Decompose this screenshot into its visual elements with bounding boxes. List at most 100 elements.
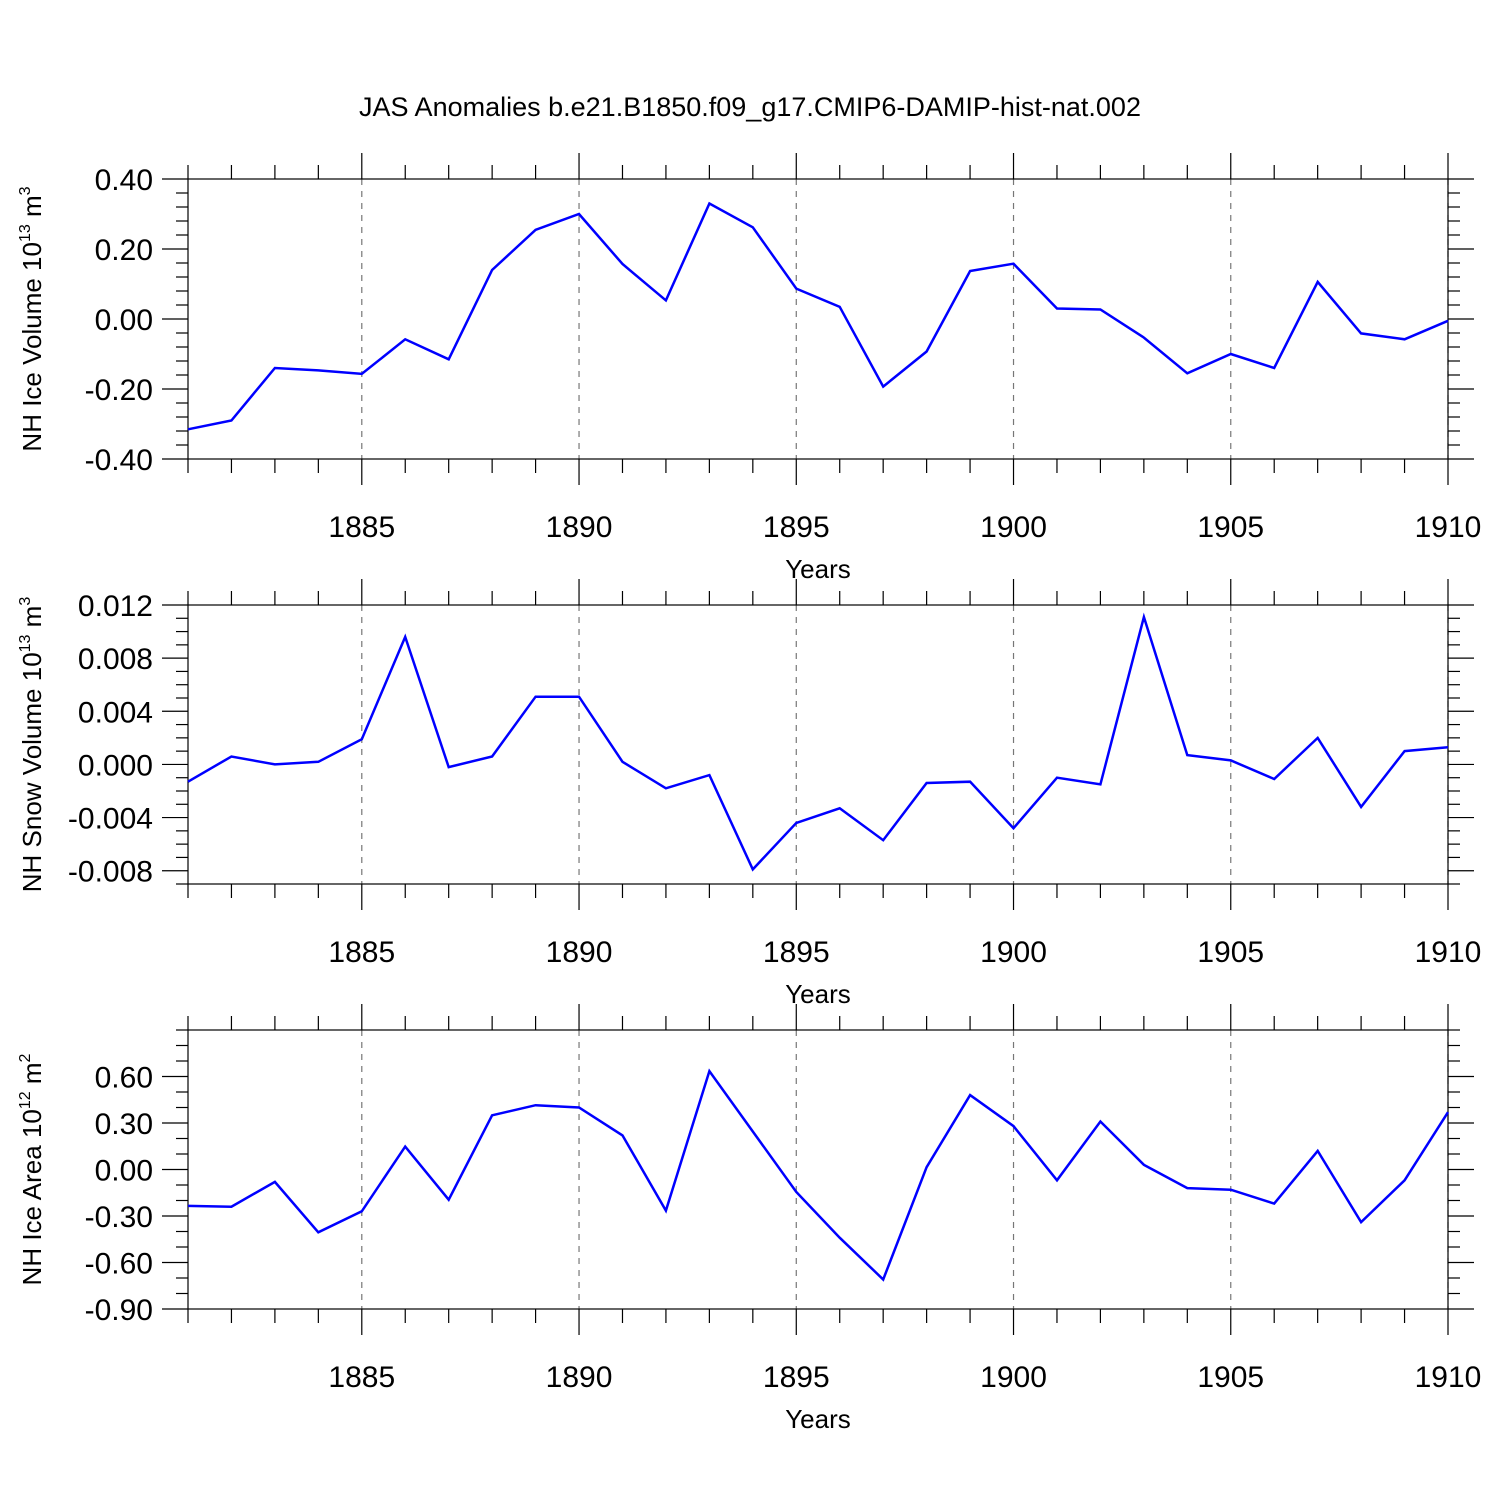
data-point-1906 <box>1272 777 1276 781</box>
data-point-1901 <box>1055 776 1059 780</box>
y-tick-label: -0.008 <box>68 856 153 889</box>
x-tick-label: 1900 <box>980 511 1047 544</box>
data-point-1896 <box>838 1236 842 1240</box>
data-point-1888 <box>490 268 494 272</box>
data-point-1889 <box>534 1103 538 1107</box>
y-tick-label: -0.90 <box>85 1294 153 1327</box>
y-tick-label: 0.30 <box>95 1108 153 1141</box>
plot-frame <box>187 604 1449 885</box>
data-point-1896 <box>838 305 842 309</box>
data-point-1890 <box>577 212 581 216</box>
data-point-1903 <box>1142 336 1146 340</box>
series-line <box>187 1068 1450 1282</box>
panel-nh-ice-volume: -0.40 -0.20 0.00 0.20 0.40 1885 1890 1895 1900 19… <box>17 153 1481 584</box>
data-point-1897 <box>881 838 885 842</box>
data-point-1896 <box>838 806 842 810</box>
data-point-1886 <box>403 635 407 639</box>
x-tick-label: 1895 <box>763 1361 830 1394</box>
data-point-1892 <box>664 1209 668 1213</box>
data-point-1891 <box>620 760 624 764</box>
x-tick-label: 1885 <box>328 511 395 544</box>
data-point-1882 <box>229 419 233 423</box>
x-tick-label: 1890 <box>546 936 613 969</box>
data-point-1909 <box>1403 1178 1407 1182</box>
data-point-1895 <box>794 821 798 825</box>
data-point-1885 <box>360 1209 364 1213</box>
x-axis-label: Years <box>785 554 851 584</box>
data-point-1900 <box>1012 1124 1016 1128</box>
y-tick-label: 0.008 <box>78 643 153 676</box>
data-point-1891 <box>620 262 624 266</box>
chart-title: JAS Anomalies b.e21.B1850.f09_g17.CMIP6-… <box>359 92 1141 122</box>
x-axis-label: Years <box>785 1404 851 1434</box>
y-tick-label: 0.40 <box>95 164 153 197</box>
data-point-1910 <box>1446 1110 1450 1114</box>
data-point-1898 <box>925 1165 929 1169</box>
data-point-1887 <box>447 1198 451 1202</box>
data-point-1902 <box>1098 782 1102 786</box>
x-tick-label: 1900 <box>980 1361 1047 1394</box>
data-point-1887 <box>447 765 451 769</box>
x-tick-label: 1890 <box>546 511 613 544</box>
data-point-1901 <box>1055 1178 1059 1182</box>
data-point-1907 <box>1316 1149 1320 1153</box>
x-tick-label: 1910 <box>1415 511 1482 544</box>
data-point-1895 <box>794 1190 798 1194</box>
data-point-1902 <box>1098 1119 1102 1123</box>
data-point-1888 <box>490 754 494 758</box>
data-point-1908 <box>1359 805 1363 809</box>
data-point-1905 <box>1229 352 1233 356</box>
data-point-1907 <box>1316 736 1320 740</box>
data-point-1883 <box>273 366 277 370</box>
data-point-1891 <box>620 1133 624 1137</box>
data-point-1881 <box>186 427 190 431</box>
data-point-1895 <box>794 287 798 291</box>
data-point-1887 <box>447 357 451 361</box>
data-point-1899 <box>968 269 972 273</box>
data-point-1906 <box>1272 366 1276 370</box>
data-point-1892 <box>664 786 668 790</box>
data-point-1898 <box>925 350 929 354</box>
data-point-1886 <box>403 337 407 341</box>
y-tick-label: -0.30 <box>85 1201 153 1234</box>
data-point-1892 <box>664 298 668 302</box>
data-point-1900 <box>1012 262 1016 266</box>
data-point-1884 <box>316 760 320 764</box>
x-tick-label: 1890 <box>546 1361 613 1394</box>
data-point-1882 <box>229 754 233 758</box>
panel-nh-ice-area: -0.90 -0.60 -0.30 0.00 0.30 0.60 1885 1890 1895 1… <box>17 1004 1481 1434</box>
data-point-1883 <box>273 762 277 766</box>
y-axis-label: NH Ice Volume 1013 m3 <box>17 186 47 451</box>
data-point-1893 <box>707 202 711 206</box>
x-tick-label: 1905 <box>1197 1361 1264 1394</box>
x-tick-label: 1910 <box>1415 1361 1482 1394</box>
data-point-1894 <box>751 867 755 871</box>
plot-frame <box>187 178 1449 460</box>
data-point-1907 <box>1316 280 1320 284</box>
data-point-1899 <box>968 1093 972 1097</box>
x-tick-label: 1885 <box>328 1361 395 1394</box>
x-tick-label: 1910 <box>1415 936 1482 969</box>
data-point-1900 <box>1012 826 1016 830</box>
data-point-1906 <box>1272 1202 1276 1206</box>
data-point-1894 <box>751 225 755 229</box>
data-point-1886 <box>403 1145 407 1149</box>
data-point-1889 <box>534 228 538 232</box>
data-point-1903 <box>1142 615 1146 619</box>
data-point-1905 <box>1229 758 1233 762</box>
data-point-1884 <box>316 368 320 372</box>
data-point-1885 <box>360 372 364 376</box>
x-tick-label: 1885 <box>328 936 395 969</box>
data-point-1908 <box>1359 1220 1363 1224</box>
data-point-1883 <box>273 1180 277 1184</box>
data-point-1884 <box>316 1230 320 1234</box>
data-point-1893 <box>707 1069 711 1073</box>
data-point-1897 <box>881 1278 885 1282</box>
data-point-1903 <box>1142 1163 1146 1167</box>
y-tick-label: 0.00 <box>95 304 153 337</box>
data-point-1909 <box>1403 337 1407 341</box>
y-tick-label: -0.004 <box>68 803 153 836</box>
data-point-1882 <box>229 1205 233 1209</box>
y-axis-label: NH Snow Volume 1013 m3 <box>17 597 47 893</box>
